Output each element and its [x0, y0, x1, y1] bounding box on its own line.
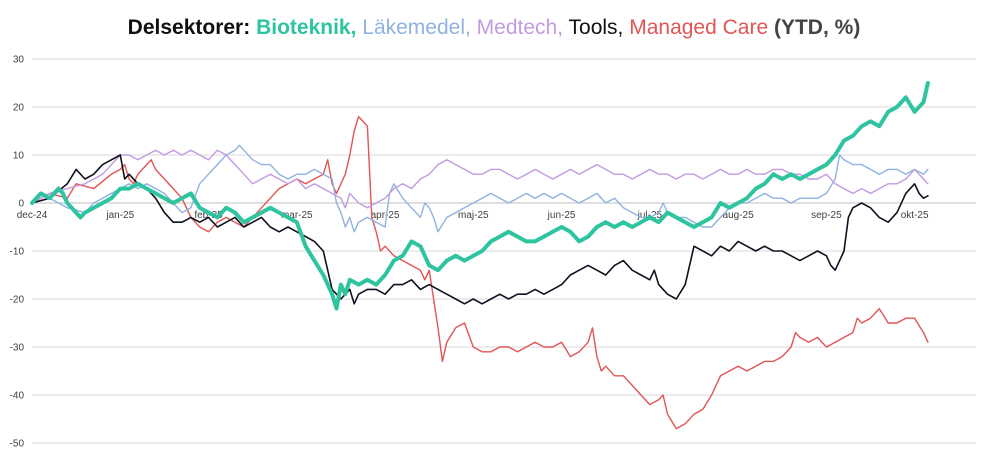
series-line-bioteknik [30, 81, 930, 311]
x-axis-ticks: dec-24 jan-25 feb-25 mar-25 apr-25 maj-25 jun-… [17, 210, 929, 221]
title-part: Läkemedel, [362, 16, 477, 39]
x-tick-label: apr-25 [371, 210, 400, 221]
title-part: Tools, [568, 16, 630, 39]
y-tick-label: 10 [13, 151, 25, 162]
gridlines [32, 58, 976, 444]
x-tick-label: jun-25 [547, 210, 576, 221]
x-tick-label: aug-25 [723, 210, 755, 221]
x-tick-label: jan-25 [105, 210, 134, 221]
series-line-l-kemedel [31, 144, 929, 233]
y-tick-label: 20 [13, 103, 25, 114]
y-axis-ticks: 30 20 10 0 -10 -20 -30 -40 -50 [10, 55, 25, 450]
x-tick-label: sep-25 [811, 210, 842, 221]
series-line-managed-care [31, 115, 929, 430]
title-part: (YTD, %) [773, 16, 861, 39]
x-tick-label: mar-25 [281, 210, 313, 221]
y-tick-label: -30 [10, 343, 25, 354]
y-tick-label: 0 [18, 199, 24, 210]
chart-title: Delsektorer: Bioteknik, Läkemedel, Medte… [0, 14, 988, 42]
x-tick-label: feb-25 [194, 210, 223, 221]
title-part: Bioteknik, [256, 16, 363, 39]
x-tick-label: okt-25 [901, 210, 929, 221]
y-tick-label: -40 [10, 391, 25, 402]
x-tick-label: maj-25 [458, 210, 489, 221]
title-part: Managed Care [629, 16, 774, 39]
y-tick-label: -10 [10, 247, 25, 258]
series-line-medtech [31, 149, 929, 209]
series-lines [30, 81, 930, 430]
y-tick-label: -20 [10, 295, 25, 306]
y-tick-label: -50 [10, 439, 25, 450]
title-part: Medtech, [476, 16, 569, 39]
title-part: Delsektorer: [127, 16, 257, 39]
series-line-tools [31, 154, 929, 305]
x-tick-label: dec-24 [17, 210, 48, 221]
y-tick-label: 30 [13, 55, 25, 66]
